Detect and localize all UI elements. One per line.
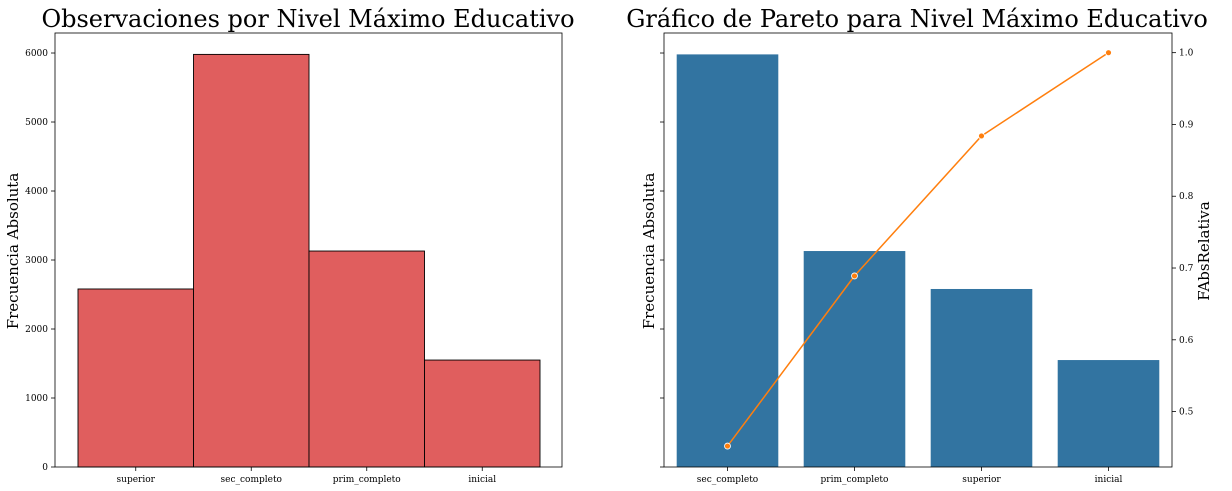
- right-y2-tick-label: 0.5: [1179, 408, 1194, 418]
- right-y2-ticks: 0.5 0.6 0.7 0.8 0.9 1.0: [1172, 49, 1194, 418]
- cumulative-line-path: [726, 52, 1109, 447]
- left-bar-inicial: [424, 359, 541, 468]
- right-bar-superior: [930, 288, 1033, 467]
- right-x-tick-label: sec_completo: [697, 475, 758, 485]
- right-y2-tick-label: 0.6: [1179, 336, 1194, 346]
- left-y-ticks: 0 1000 2000 3000 4000 5000 6000: [25, 49, 55, 473]
- left-y-tick-label: 6000: [25, 49, 48, 59]
- left-x-tick-label: prim_completo: [333, 475, 401, 485]
- pareto-chart: Gráfico de Pareto para Nivel Máximo Educ…: [626, 5, 1213, 485]
- right-y-ticks: [660, 52, 664, 468]
- right-bar-inicial: [1057, 360, 1160, 467]
- right-bar-prim_completo: [803, 251, 906, 467]
- right-chart-title: Gráfico de Pareto para Nivel Máximo Educ…: [626, 5, 1208, 33]
- histogram-chart: Observaciones por Nivel Máximo Educativo…: [4, 5, 575, 485]
- cumulative-point-prim_completo: [851, 272, 858, 280]
- right-x-tick-label: inicial: [1095, 475, 1123, 485]
- left-bar-superior: [77, 288, 194, 468]
- left-bar-prim_completo: [308, 250, 425, 468]
- cumulative-point-superior: [978, 132, 985, 140]
- cumulative-point-inicial: [1105, 49, 1112, 57]
- right-x-tick-label: prim_completo: [821, 475, 889, 485]
- right-x-tick-label: superior: [962, 475, 1001, 485]
- right-y2-axis-label: FAbsRelativa: [1195, 201, 1213, 300]
- left-bars: [77, 53, 541, 468]
- left-bar-sec_completo: [193, 53, 310, 468]
- right-bars: [676, 54, 1160, 468]
- right-y2-tick-label: 0.8: [1179, 192, 1194, 202]
- left-y-tick-label: 3000: [25, 256, 48, 266]
- right-plot-frame: [663, 32, 1173, 468]
- left-y-tick-label: 1000: [25, 394, 48, 404]
- left-plot-frame: [54, 32, 563, 468]
- right-y-axis-label: Frecuencia Absoluta: [640, 173, 658, 330]
- right-y2-tick-label: 0.7: [1179, 264, 1194, 274]
- left-chart-title: Observaciones por Nivel Máximo Educativo: [41, 5, 574, 33]
- left-y-tick-label: 4000: [25, 187, 48, 197]
- left-x-tick-label: superior: [117, 475, 156, 485]
- left-y-axis-label: Frecuencia Absoluta: [4, 173, 22, 330]
- left-y-tick-label: 2000: [25, 325, 48, 335]
- left-y-tick-label: 0: [42, 463, 48, 473]
- right-x-ticks: sec_completo prim_completo superior inicial: [697, 467, 1123, 485]
- left-x-ticks: superior sec_completo prim_completo inicial: [117, 467, 496, 485]
- left-y-tick-label: 5000: [25, 118, 48, 128]
- left-x-tick-label: inicial: [468, 475, 496, 485]
- right-bar-sec_completo: [676, 54, 779, 468]
- right-y2-tick-label: 0.9: [1179, 120, 1194, 130]
- cumulative-point-sec_completo: [724, 442, 731, 450]
- left-x-tick-label: sec_completo: [221, 475, 282, 485]
- right-y2-tick-label: 1.0: [1179, 49, 1194, 59]
- cumulative-line: [724, 49, 1112, 450]
